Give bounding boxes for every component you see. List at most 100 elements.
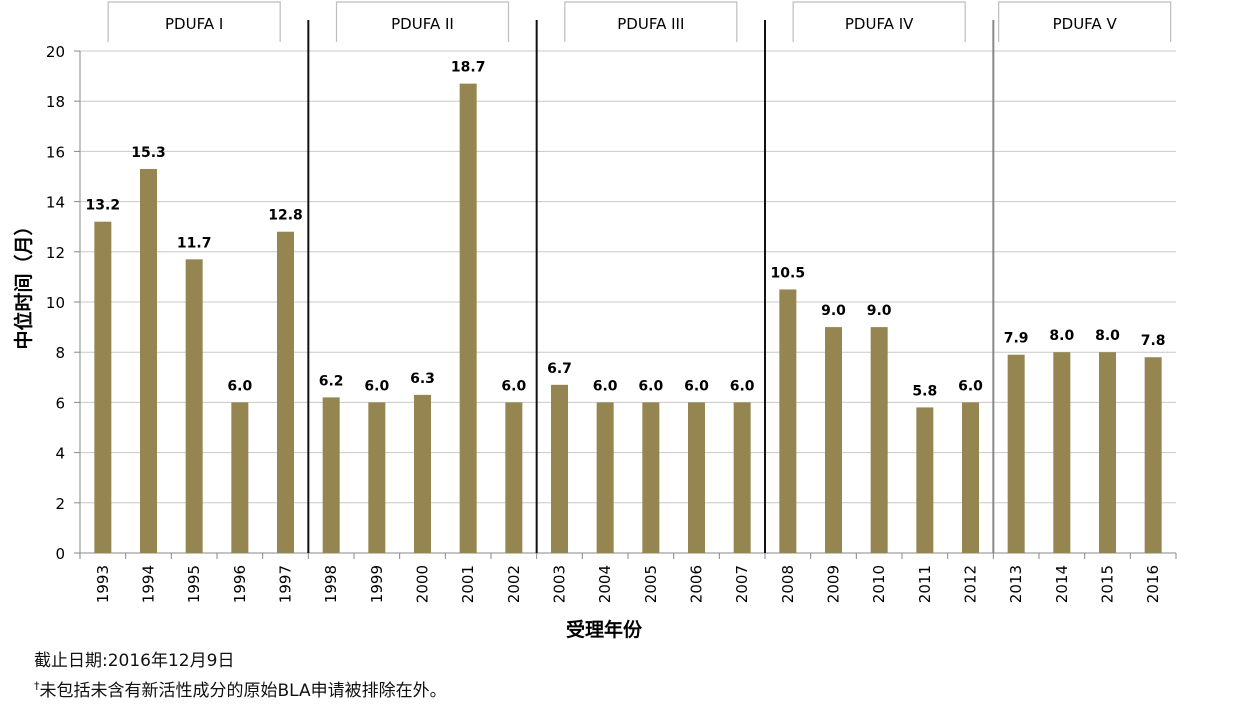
value-label: 5.8: [912, 383, 937, 399]
x-tick-label: 2002: [505, 565, 523, 603]
bar: [962, 402, 979, 553]
y-tick-label: 8: [55, 344, 65, 362]
bar: [322, 397, 340, 553]
period-label: PDUFA II: [391, 15, 454, 33]
bar-chart: PDUFA I PDUFA II PDUFA III PDUFA IV PDUFA V …: [12, 1, 1177, 640]
value-label: 6.2: [319, 373, 344, 389]
bar: [231, 402, 249, 553]
value-label: 15.3: [131, 145, 166, 161]
value-label: 13.2: [86, 198, 121, 214]
value-label: 6.0: [958, 378, 983, 394]
bar: [1053, 352, 1071, 553]
value-label: 9.0: [867, 303, 892, 319]
value-label: 6.0: [638, 378, 663, 394]
value-label: 6.0: [684, 378, 709, 394]
x-tick-label: 1999: [368, 565, 386, 603]
x-tick-label: 1995: [185, 565, 203, 603]
x-tick-label: 2005: [642, 565, 660, 603]
value-labels: 13.2 15.3 11.7 6.0 12.8 6.2 6.0 6.3 18.7 6.0 6.7 6.…: [86, 60, 1166, 400]
bar: [277, 231, 294, 553]
x-tick-label: 1997: [277, 565, 295, 603]
bar: [551, 384, 568, 553]
value-label: 6.0: [593, 378, 618, 394]
y-tick-label: 18: [46, 93, 65, 111]
period-bracket: [792, 1, 966, 42]
x-tick-label: 2004: [596, 565, 614, 603]
bar: [368, 402, 386, 553]
bar: [459, 83, 477, 553]
bar: [94, 221, 112, 553]
x-tick-label: 2013: [1007, 565, 1025, 603]
bar: [688, 402, 705, 553]
value-label: 12.8: [268, 208, 303, 224]
period-bracket: [564, 1, 738, 42]
x-tick-label: 2012: [962, 565, 980, 603]
value-label: 8.0: [1049, 328, 1074, 344]
value-label: 6.7: [547, 361, 572, 377]
value-label: 6.0: [364, 378, 389, 394]
dagger-mark: †: [34, 679, 40, 693]
value-label: 6.0: [501, 378, 526, 394]
bar: [870, 327, 888, 553]
bar: [596, 402, 614, 553]
bar: [185, 259, 203, 553]
y-tick-label: 4: [55, 445, 65, 463]
value-label: 6.0: [730, 378, 755, 394]
x-tick-label: 2009: [825, 565, 843, 603]
y-tick-label: 6: [55, 394, 65, 412]
x-tick-label: 2016: [1144, 565, 1162, 603]
y-axis-label: 中位时间（月）: [12, 216, 35, 349]
x-axis-label: 受理年份: [566, 618, 643, 640]
value-label: 11.7: [177, 235, 212, 251]
bar: [825, 327, 842, 553]
x-tick-label: 1994: [140, 565, 158, 603]
period-bracket: [998, 1, 1172, 42]
x-tick-label: 2003: [551, 565, 569, 603]
bar: [916, 407, 934, 553]
x-tick-label: 1998: [322, 565, 340, 603]
x-tick-label: 2014: [1053, 565, 1071, 603]
x-tick-label: 2006: [688, 565, 706, 603]
x-tick-label: 2007: [733, 565, 751, 603]
y-tick-label: 0: [55, 545, 65, 563]
y-tick-label: 14: [46, 194, 65, 212]
period-bracket: [335, 1, 510, 42]
value-label: 8.0: [1095, 328, 1120, 344]
bar: [1144, 357, 1162, 553]
x-tick-label: 2000: [414, 565, 432, 603]
bar: [1007, 354, 1025, 553]
x-tick-label: 2011: [916, 565, 934, 603]
period-bracket: [107, 1, 281, 42]
period-label: PDUFA V: [1053, 15, 1118, 33]
period-label: PDUFA IV: [845, 15, 914, 33]
exclusion-note-text: 未包括未含有新活性成分的原始BLA申请被排除在外。: [39, 681, 447, 701]
x-tick-label: 2001: [459, 565, 477, 603]
bars: [94, 83, 1162, 553]
x-tick-label: 1993: [94, 565, 112, 603]
x-tick-label: 1996: [231, 565, 249, 603]
x-tick-label: 2015: [1099, 565, 1117, 603]
y-tick-labels: 0 2 4 6 8 10 12 14 16 18 20: [46, 43, 65, 563]
x-tick-label: 2010: [870, 565, 888, 603]
bar: [642, 402, 660, 553]
bar: [733, 402, 751, 553]
bar: [414, 394, 431, 553]
value-label: 18.7: [451, 60, 486, 76]
y-tick-label: 20: [46, 43, 65, 61]
x-tick-label: 2008: [779, 565, 797, 603]
value-label: 9.0: [821, 303, 846, 319]
value-label: 6.0: [227, 378, 252, 394]
value-label: 7.8: [1141, 333, 1166, 349]
exclusion-footnote: †未包括未含有新活性成分的原始BLA申请被排除在外。: [34, 676, 447, 701]
y-tick-label: 12: [46, 244, 65, 262]
x-tick-labels: 1993 1994 1995 1996 1997 1998 1999 2000 2001 2002…: [94, 565, 1162, 603]
y-tick-label: 16: [46, 143, 65, 161]
y-tick-label: 2: [55, 495, 65, 513]
period-brackets: PDUFA I PDUFA II PDUFA III PDUFA IV PDUFA V: [107, 1, 1172, 553]
period-label: PDUFA III: [617, 15, 684, 33]
period-label: PDUFA I: [165, 15, 223, 33]
bar: [505, 402, 523, 553]
bar: [779, 289, 797, 553]
value-label: 6.3: [410, 371, 435, 387]
bar: [140, 168, 157, 553]
